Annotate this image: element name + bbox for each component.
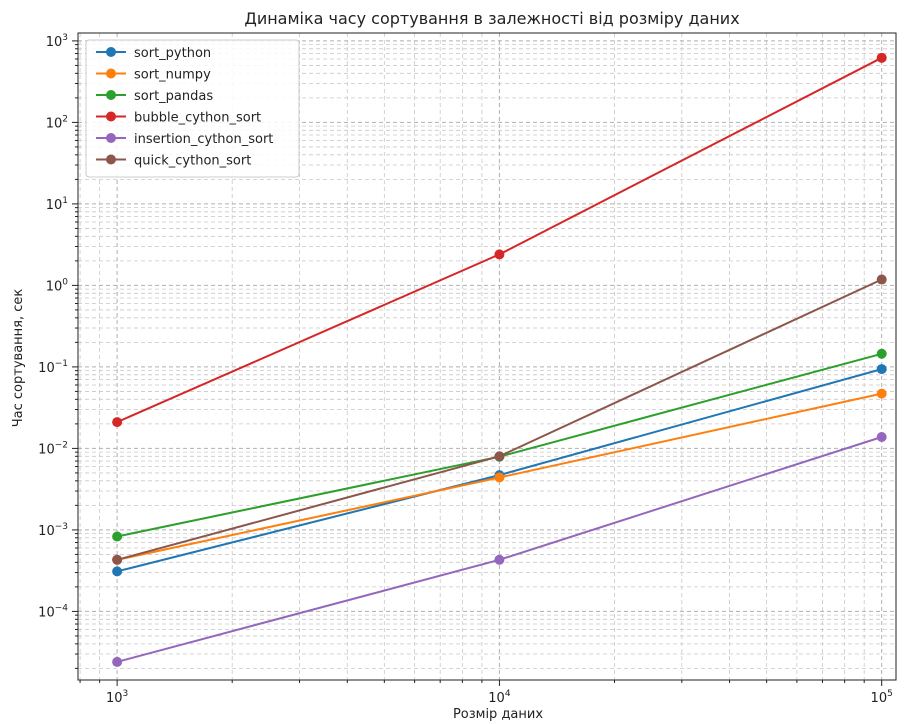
axis-ticks: 103 104 105 10−4 10−3 10−2 10−1 100 101 102 103 [38, 33, 893, 706]
legend-marker-bubble_cython_sort [106, 111, 116, 122]
data-point-sort_python [876, 364, 887, 375]
x-tick-label: 105 [871, 689, 893, 706]
legend-box [85, 39, 300, 178]
x-tick-label: 103 [106, 689, 128, 706]
y-tick-label: 10−4 [38, 603, 68, 620]
data-point-bubble_cython_sort [876, 52, 887, 63]
legend-marker-sort_pandas [106, 90, 116, 100]
y-tick-label: 10−2 [38, 440, 68, 457]
series-lines [112, 52, 887, 667]
data-point-bubble_cython_sort [112, 417, 123, 428]
data-point-sort_python [112, 566, 123, 577]
data-point-insertion_cython_sort [494, 554, 505, 565]
data-point-insertion_cython_sort [112, 656, 123, 667]
legend-label-sort_numpy: sort_numpy [134, 68, 211, 83]
y-tick-label: 100 [46, 277, 69, 294]
y-tick-label: 103 [46, 33, 68, 50]
legend-label-bubble_cython_sort: bubble_cython_sort [134, 111, 261, 126]
legend-marker-quick_cython_sort [106, 154, 116, 165]
data-point-quick_cython_sort [494, 451, 505, 462]
chart-title: Динаміка часу сортування в залежності ві… [244, 9, 739, 28]
legend-marker-sort_python [106, 47, 116, 57]
legend-label-sort_python: sort_python [134, 46, 211, 61]
legend-marker-insertion_cython_sort [106, 133, 116, 143]
data-point-sort_pandas [876, 348, 887, 359]
legend-label-insertion_cython_sort: insertion_cython_sort [134, 132, 273, 147]
legend-marker-sort_numpy [106, 68, 116, 79]
x-axis-title: Розмір даних [453, 707, 543, 722]
y-tick-label: 10−3 [38, 522, 68, 539]
data-point-quick_cython_sort [876, 274, 887, 285]
data-point-sort_numpy [876, 388, 887, 399]
y-tick-label: 10−1 [38, 359, 68, 376]
x-tick-label: 104 [488, 689, 511, 706]
legend-label-sort_pandas: sort_pandas [134, 89, 213, 104]
data-point-quick_cython_sort [112, 554, 123, 565]
data-point-insertion_cython_sort [876, 432, 887, 443]
plot-frame [77, 32, 897, 681]
y-tick-label: 101 [46, 196, 68, 213]
data-point-sort_numpy [494, 472, 505, 483]
legend: sort_python sort_numpy sort_pandas bubble_c… [85, 39, 300, 178]
y-axis-title: Час сортування, сек [11, 289, 26, 428]
data-point-sort_pandas [112, 531, 123, 542]
y-tick-label: 102 [46, 114, 68, 131]
grid [78, 33, 896, 680]
legend-label-quick_cython_sort: quick_cython_sort [134, 154, 251, 169]
data-point-bubble_cython_sort [494, 249, 505, 260]
